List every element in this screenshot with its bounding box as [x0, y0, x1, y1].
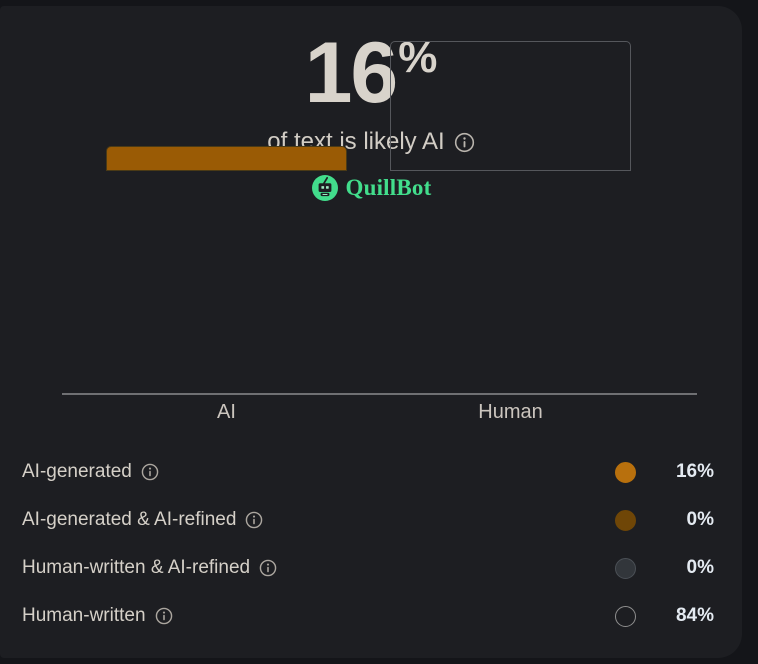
quillbot-logo-icon	[311, 174, 339, 202]
brand-row: QuillBot	[0, 174, 742, 202]
legend-label: Human-written	[22, 605, 173, 627]
legend-row-ai-generated: AI-generated 16%	[0, 448, 742, 496]
info-icon[interactable]	[259, 559, 277, 577]
bar-label-human: Human	[478, 401, 543, 423]
brand-name: QuillBot	[345, 175, 432, 200]
legend-row-ai-generated-ai-refined: AI-generated & AI-refined 0%	[0, 496, 742, 544]
info-icon[interactable]	[155, 607, 173, 625]
info-icon[interactable]	[141, 463, 159, 481]
legend-label: Human-written & AI-refined	[22, 557, 277, 579]
legend-value: 16%	[675, 461, 714, 482]
legend-value: 84%	[675, 605, 714, 626]
legend-value: 0%	[686, 557, 714, 578]
ai-vs-human-bar-chart: AI Human	[0, 6, 742, 436]
bar-ai	[106, 146, 347, 171]
legend-label-text: Human-written	[22, 605, 146, 626]
score-percent-sign: %	[398, 33, 438, 82]
legend-swatch	[615, 557, 636, 579]
bar-human	[390, 41, 631, 171]
info-icon[interactable]	[454, 132, 475, 153]
legend-swatch	[615, 509, 636, 531]
ai-detector-result-card: 16 % of text is likely AI QuillBot AI	[0, 6, 742, 658]
legend-label-text: Human-written & AI-refined	[22, 557, 251, 578]
legend-label-text: AI-generated & AI-refined	[22, 509, 237, 530]
score-value: 16	[304, 25, 399, 121]
legend-label: AI-generated	[22, 461, 159, 483]
legend-row-human-written: Human-written 84%	[0, 592, 742, 640]
info-icon[interactable]	[245, 511, 263, 529]
legend-swatch	[615, 461, 636, 483]
legend-row-human-written-ai-refined: Human-written & AI-refined 0%	[0, 544, 742, 592]
x-axis-line	[62, 393, 697, 395]
legend-swatch	[615, 605, 636, 627]
score-headline: 16 %	[0, 30, 742, 116]
legend-value: 0%	[686, 509, 714, 530]
legend-label: AI-generated & AI-refined	[22, 509, 263, 531]
bar-label-ai: AI	[217, 401, 236, 423]
result-legend: AI-generated 16% AI-generated & AI-refin…	[0, 448, 742, 640]
legend-label-text: AI-generated	[22, 461, 132, 482]
